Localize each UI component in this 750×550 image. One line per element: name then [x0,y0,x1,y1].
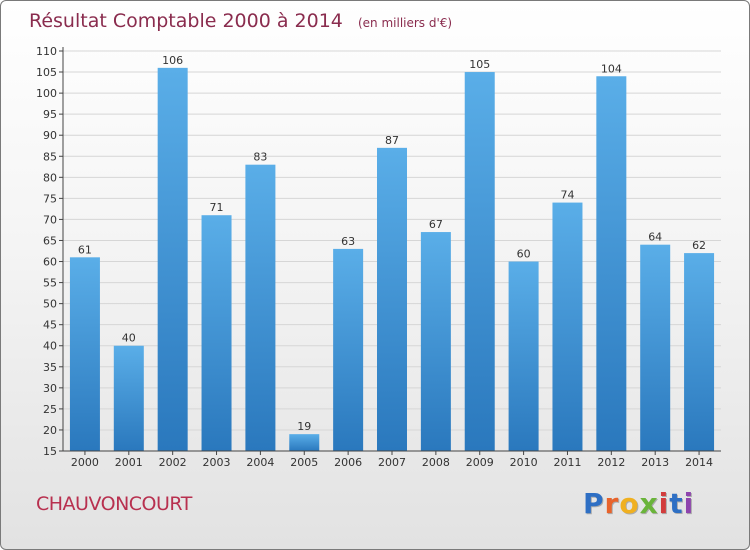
bar-2008 [420,232,451,451]
x-tick-label-2005: 2005 [290,456,318,469]
y-tick-label: 30 [43,382,57,395]
y-tick-label: 25 [43,403,57,416]
data-label-2004: 83 [253,151,267,164]
x-tick-label-2013: 2013 [641,456,669,469]
data-label-2007: 87 [385,134,399,147]
x-tick-label-2012: 2012 [597,456,625,469]
bar-2006 [333,248,364,451]
chart-title: Résultat Comptable 2000 à 2014 (en milli… [29,10,452,32]
data-label-2011: 74 [560,189,574,202]
bar-2010 [508,261,539,451]
bar-2002 [157,67,188,451]
logo-letter: t [669,487,684,520]
y-axis-ticks: 15 20 25 30 35 40 45 50 55 60 65 70 75 80 85 90 95 100 105… [36,45,63,458]
x-tick-label-2001: 2001 [115,456,143,469]
y-tick-label: 75 [43,192,57,205]
logo-letter: i [683,487,695,520]
bar-2014 [684,253,715,451]
y-tick-label: 100 [36,87,57,100]
logo-letter: P [583,487,605,520]
data-label-2003: 71 [210,201,224,214]
y-tick-label: 35 [43,361,57,374]
y-tick-label: 55 [43,277,57,290]
bar-2009 [464,72,495,451]
y-tick-label: 50 [43,298,57,311]
y-tick-label: 60 [43,256,57,269]
y-tick-label: 105 [36,66,57,79]
y-tick-label: 95 [43,108,57,121]
data-label-2001: 40 [122,332,136,345]
commune-name: CHAUVONCOURT [36,493,192,515]
x-tick-label-2006: 2006 [334,456,362,469]
data-labels: 61 40 106 71 83 19 63 87 67 105 60 74 104 64 62 [78,54,706,433]
y-tick-label: 40 [43,340,57,353]
bar-2004 [245,164,276,451]
data-label-2002: 106 [162,54,183,67]
x-tick-label-2008: 2008 [422,456,450,469]
x-tick-label-2011: 2011 [553,456,581,469]
y-tick-label: 65 [43,234,57,247]
bar-2011 [552,202,583,451]
y-tick-label: 110 [36,45,57,58]
logo-letter: r [604,487,620,520]
data-label-2000: 61 [78,243,92,256]
bar-2001 [113,345,144,451]
x-tick-label-2000: 2000 [71,456,99,469]
y-tick-label: 70 [43,213,57,226]
data-label-2014: 62 [692,239,706,252]
logo-letter: x [639,487,659,520]
y-tick-label: 85 [43,150,57,163]
x-tick-label-2004: 2004 [246,456,274,469]
bar-2003 [201,215,232,451]
x-tick-label-2003: 2003 [203,456,231,469]
data-label-2005: 19 [297,420,311,433]
y-tick-label: 80 [43,171,57,184]
y-tick-label: 90 [43,129,57,142]
chart-title-unit: (en milliers d'€) [358,16,452,30]
bar-2012 [596,76,627,452]
data-label-2010: 60 [517,248,531,261]
data-label-2008: 67 [429,218,443,231]
y-tick-label: 20 [43,424,57,437]
x-axis-ticks: 2000 2001 2002 2003 2004 2005 2006 2007 2008 2009… [71,451,713,469]
y-tick-label: 45 [43,319,57,332]
chart-title-main: Résultat Comptable 2000 à 2014 [29,10,343,32]
proxiti-logo: Proxiti [583,487,694,520]
x-tick-label-2014: 2014 [685,456,713,469]
data-label-2013: 64 [648,231,662,244]
logo-letter: i [658,487,670,520]
x-tick-label-2002: 2002 [159,456,187,469]
x-tick-label-2007: 2007 [378,456,406,469]
y-tick-label: 15 [43,445,57,458]
data-label-2009: 105 [469,58,490,71]
bars [69,67,715,452]
bar-2005 [289,434,320,451]
bar-2000 [69,257,100,451]
data-label-2012: 104 [601,62,622,75]
data-label-2006: 63 [341,235,355,248]
bar-2013 [640,244,671,451]
bar-2007 [377,147,407,451]
x-tick-label-2009: 2009 [466,456,494,469]
logo-letter: o [619,487,640,520]
x-tick-label-2010: 2010 [510,456,538,469]
